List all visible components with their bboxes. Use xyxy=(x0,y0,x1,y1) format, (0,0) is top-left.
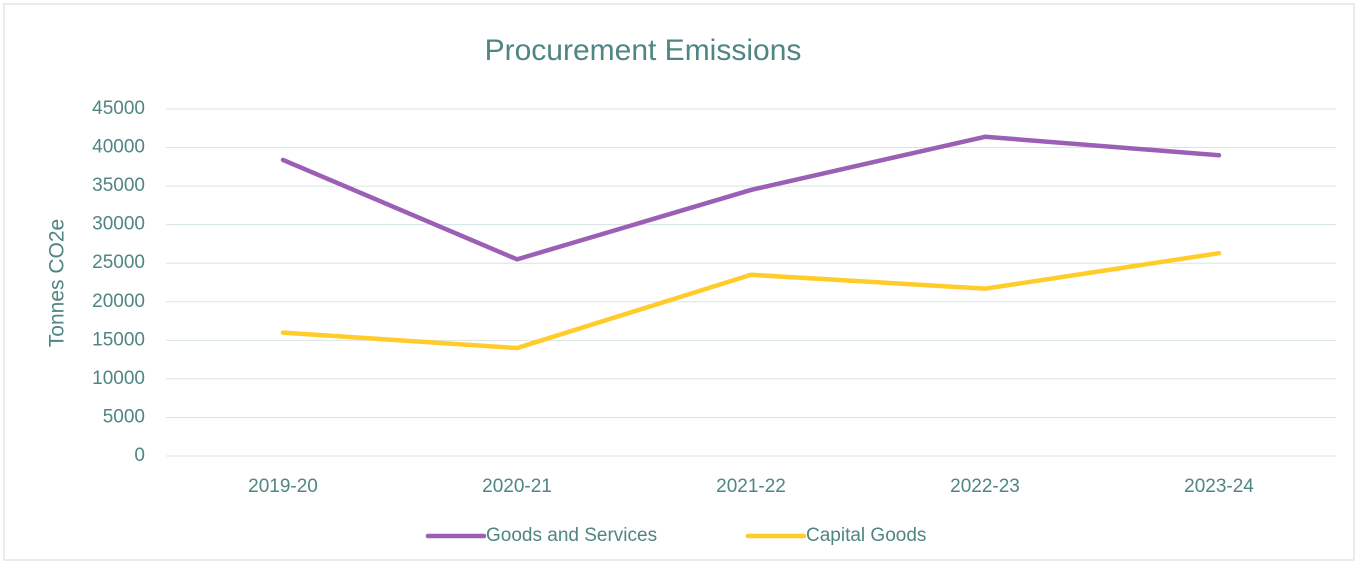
legend-label: Capital Goods xyxy=(806,525,926,546)
y-tick-label: 35000 xyxy=(92,175,145,196)
y-tick-label: 0 xyxy=(134,445,145,466)
chart-frame xyxy=(3,3,1355,561)
line-series xyxy=(280,250,1222,351)
chart-title: Procurement Emissions xyxy=(485,34,802,67)
x-tick-label: 2022-23 xyxy=(950,476,1020,497)
y-tick-label: 20000 xyxy=(92,291,145,312)
y-tick-label: 15000 xyxy=(92,329,145,350)
y-tick-label: 25000 xyxy=(92,252,145,273)
y-tick-label: 40000 xyxy=(92,137,145,158)
x-tick-label: 2019-20 xyxy=(248,476,318,497)
x-tick-label: 2023-24 xyxy=(1184,476,1254,497)
y-tick-label: 45000 xyxy=(92,98,145,119)
x-tick-label: 2020-21 xyxy=(482,476,552,497)
y-tick-label: 30000 xyxy=(92,214,145,235)
y-tick-label: 5000 xyxy=(103,406,145,427)
legend-label: Goods and Services xyxy=(486,525,657,546)
x-tick-label: 2021-22 xyxy=(716,476,786,497)
y-axis-label: Tonnes CO2e xyxy=(46,219,69,347)
line-series xyxy=(280,134,1222,262)
y-tick-label: 10000 xyxy=(92,368,145,389)
